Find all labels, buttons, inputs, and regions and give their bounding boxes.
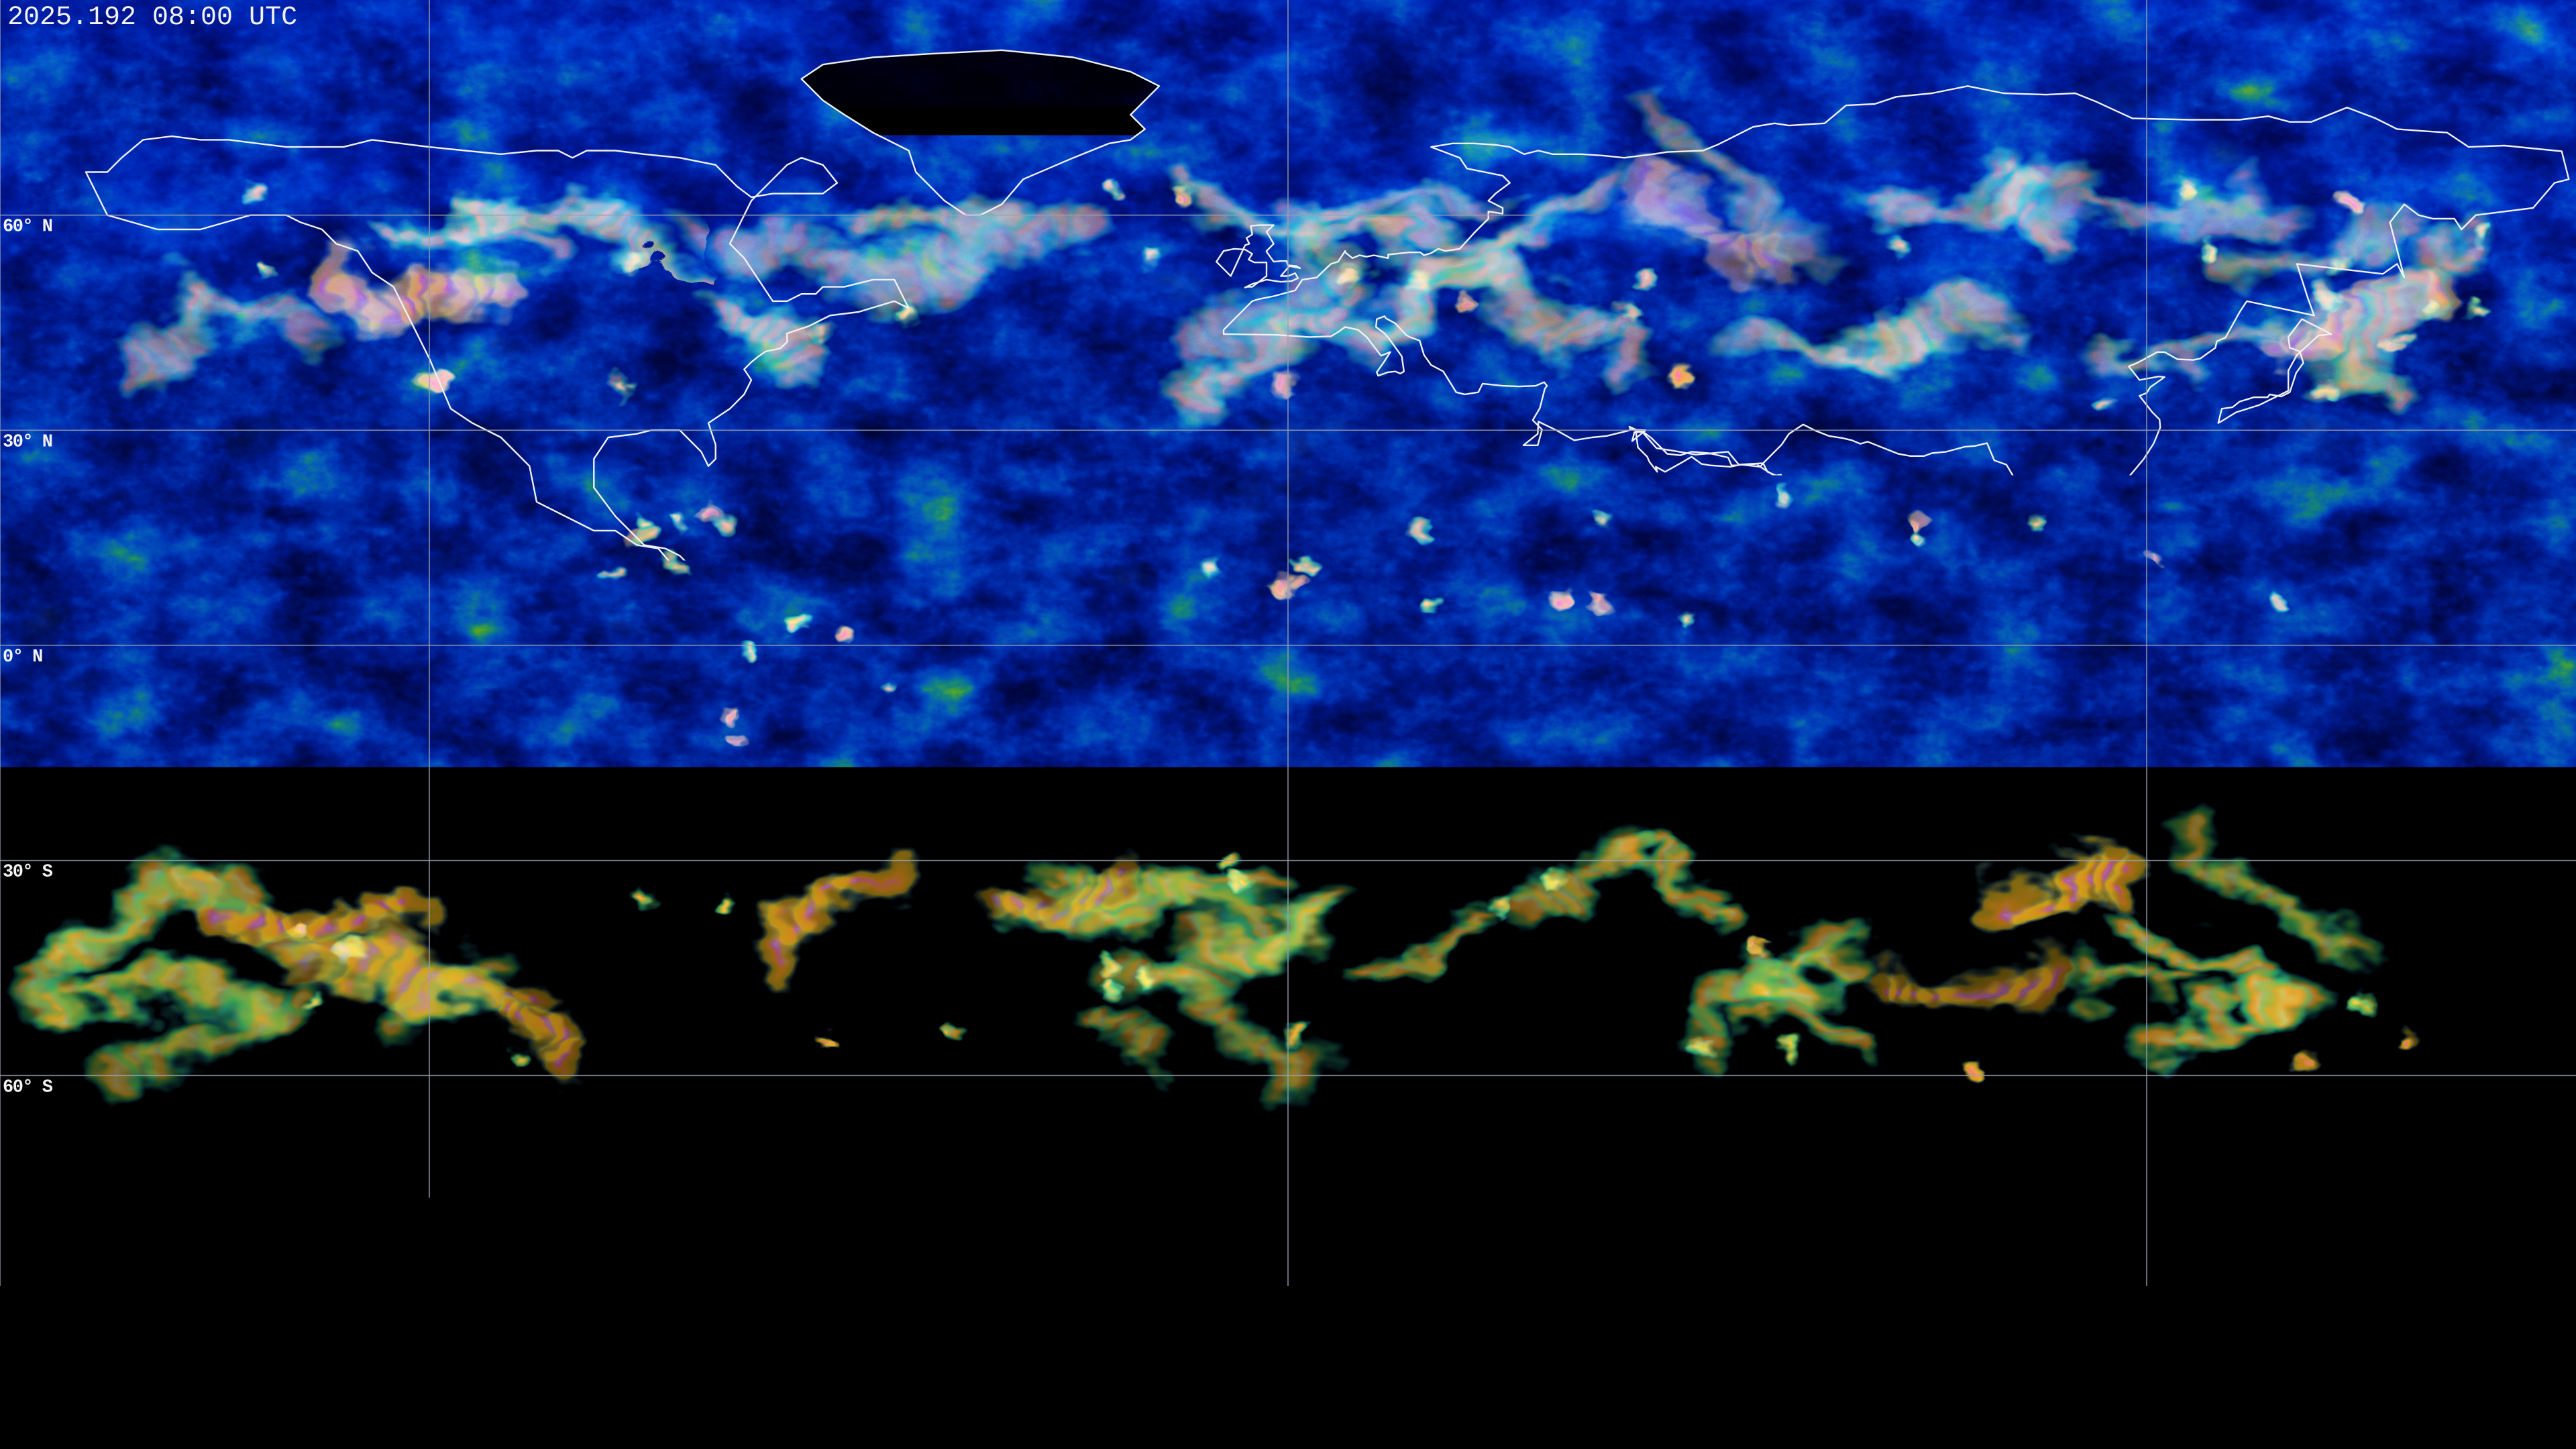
svg-text:40: 40 (1543, 1356, 1570, 1382)
svg-text:70: 70 (1761, 1356, 1788, 1382)
svg-text:2025.192 08:00 UTC: 2025.192 08:00 UTC (7, 3, 297, 33)
svg-text:80: 80 (1796, 1356, 1823, 1382)
svg-text:10: 10 (1015, 1356, 1042, 1382)
svg-text:100: 100 (1841, 1356, 1882, 1382)
svg-text:60: 60 (1705, 1356, 1733, 1382)
svg-text:Cloud Optical Depth: Cloud Optical Depth (1103, 1374, 1478, 1411)
svg-text:0: 0 (711, 1356, 724, 1382)
svg-text:50: 50 (1636, 1356, 1664, 1382)
svg-text:0° N: 0° N (3, 647, 42, 667)
svg-text:60° S: 60° S (3, 1077, 53, 1097)
svg-text:60° N: 60° N (3, 217, 52, 237)
svg-text:30° S: 30° S (3, 863, 53, 883)
svg-text:30° N: 30° N (3, 432, 52, 452)
